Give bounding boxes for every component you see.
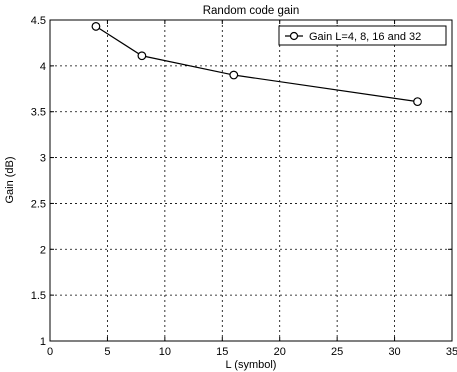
x-axis-label: L (symbol) [226, 359, 277, 371]
series-line [95, 25, 418, 103]
y-axis-label: Gain (dB) [4, 156, 16, 203]
x-tick-label: 15 [216, 346, 228, 358]
y-tick-label: 2.5 [31, 198, 46, 210]
y-tick-label: 1 [40, 336, 46, 348]
y-tick-label: 4 [40, 61, 46, 73]
data-point [229, 70, 239, 80]
data-point [137, 51, 147, 61]
chart-title: Random code gain [203, 5, 300, 17]
x-tick-label: 20 [274, 346, 286, 358]
data-point [413, 97, 422, 107]
y-tick-label: 2 [40, 244, 46, 256]
y-tick-label: 3.5 [31, 107, 46, 119]
x-tick-label: 0 [47, 346, 53, 358]
x-tick-label: 30 [388, 346, 400, 358]
plot-area [49, 19, 453, 342]
x-tick-label: 10 [159, 346, 171, 358]
data-point [91, 22, 101, 31]
y-tick-label: 4.5 [31, 15, 46, 27]
grid [50, 20, 452, 341]
legend-label: Gain L=4, 8, 16 and 32 [309, 31, 421, 43]
x-tick-label: 5 [104, 346, 110, 358]
series-group [91, 22, 422, 107]
y-tick-label: 3 [40, 153, 46, 165]
axis-ticks: 0 5 10 15 20 25 30 35 1 1.5 2 2.5 3 3.5 4 4.5 [31, 15, 457, 358]
x-tick-label: 25 [331, 346, 343, 358]
legend: Gain L=4, 8, 16 and 32 [278, 25, 447, 46]
legend-marker-sample [289, 31, 299, 41]
y-tick-label: 1.5 [31, 290, 46, 302]
legend-box [278, 25, 447, 46]
x-tick-label: 35 [446, 346, 457, 358]
